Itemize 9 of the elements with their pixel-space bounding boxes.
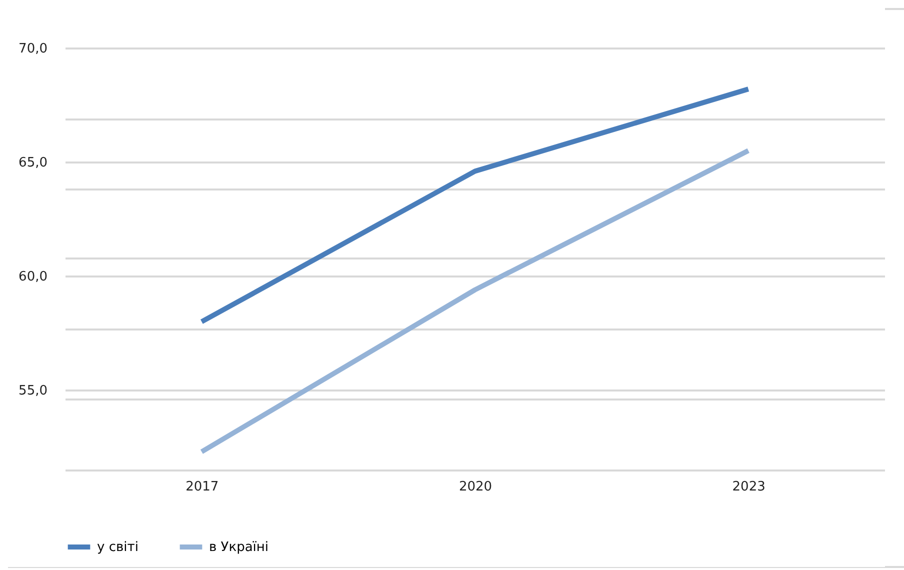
x-tick-label: 2023 <box>732 480 766 494</box>
x-tick-label: 2017 <box>186 480 219 494</box>
x-tick-label: 2020 <box>458 480 492 494</box>
y-tick-label: 60,0 <box>18 270 48 285</box>
y-tick-label: 55,0 <box>18 384 48 399</box>
y-tick-label: 65,0 <box>18 156 48 171</box>
legend-label: в Україні <box>209 540 269 555</box>
legend-label: у світі <box>97 540 138 555</box>
y-tick-label: 70,0 <box>18 42 48 56</box>
